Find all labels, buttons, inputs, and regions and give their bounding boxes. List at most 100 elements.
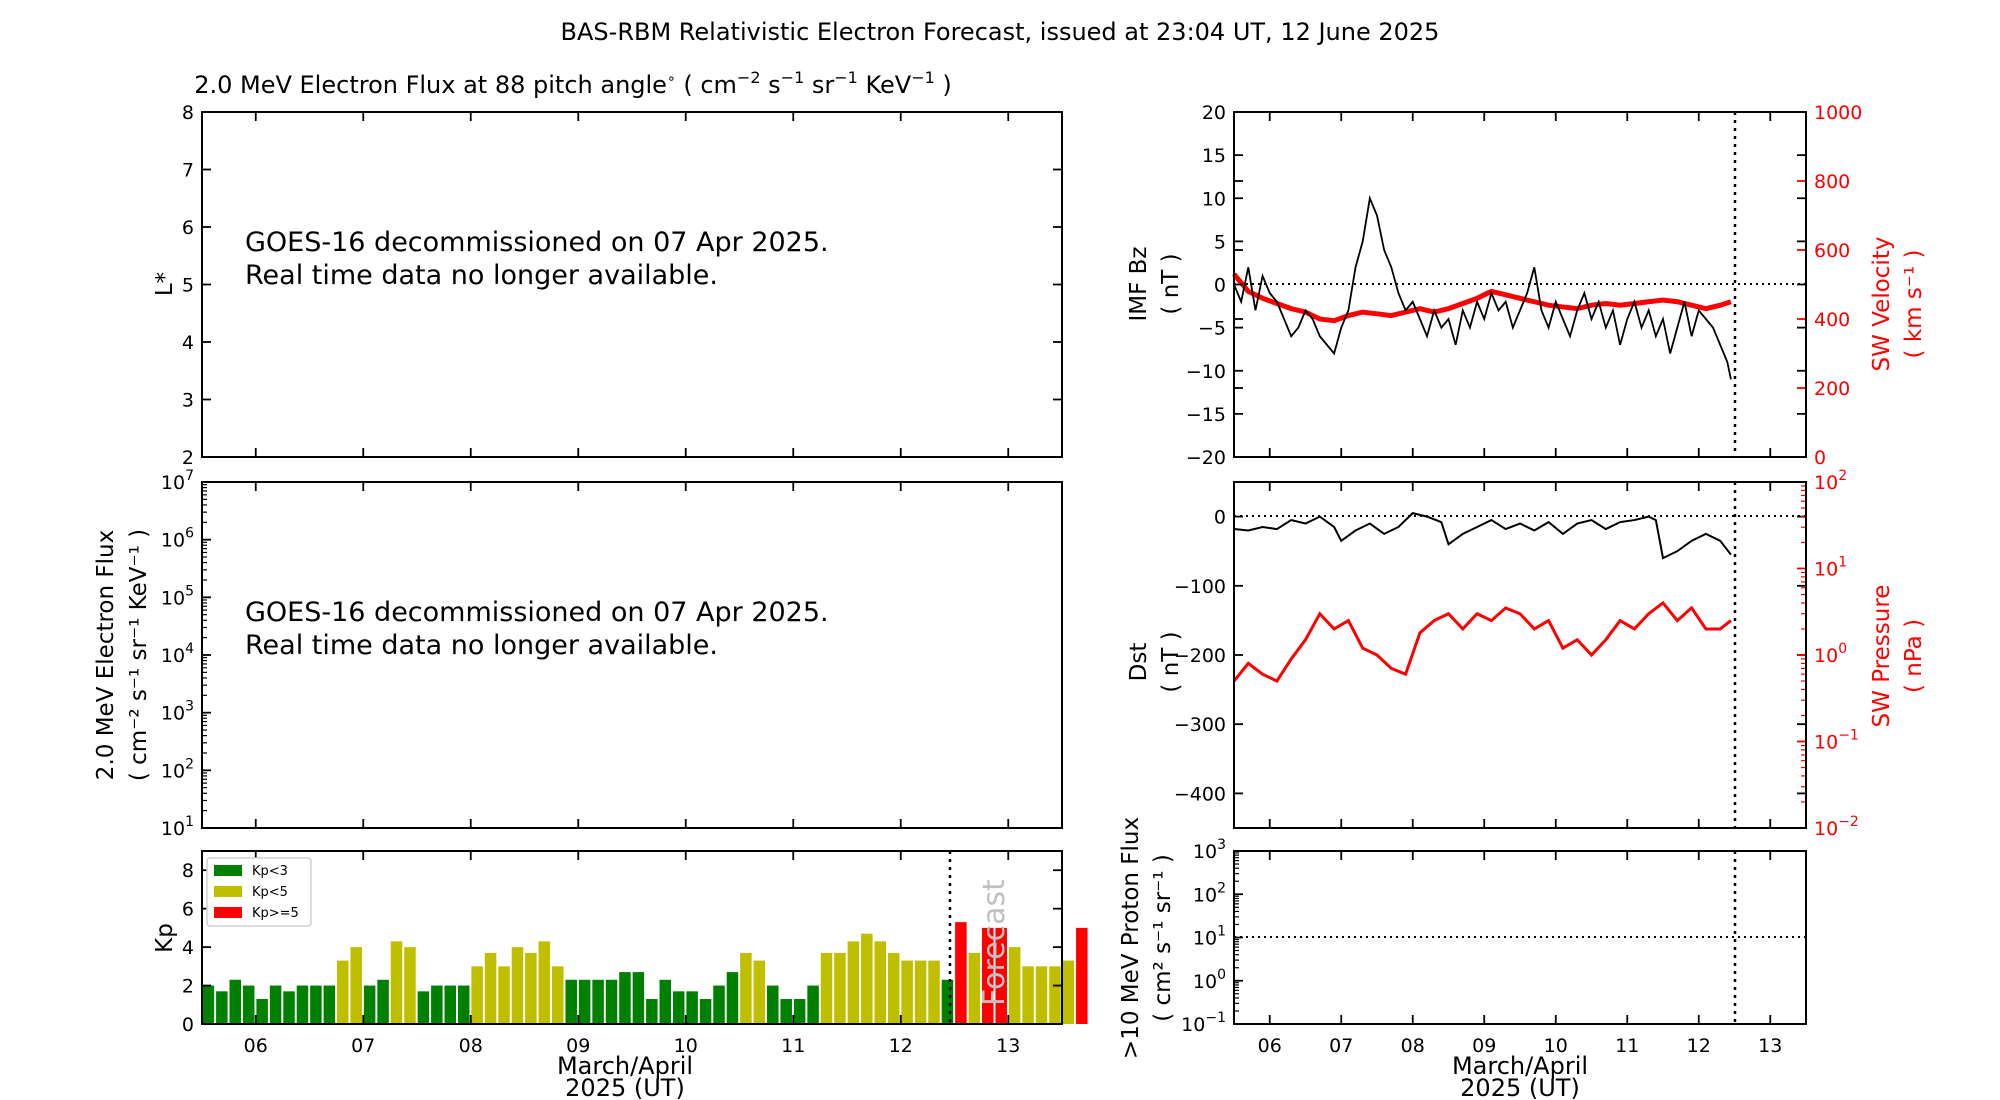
kp-plot-frame: [201, 850, 1063, 1025]
imf-ytick-label: 20: [1202, 102, 1226, 124]
imf-ylabel-line1: IMF Bz: [1126, 246, 1152, 321]
dst-pressure-ytick-label: 10−1: [1814, 728, 1859, 754]
lstar-ytick-label: 4: [182, 332, 194, 354]
flux-ylabel-line1: 2.0 MeV Electron Flux: [93, 530, 119, 780]
flux-panel: 101 102 103 104 105 106 107 2.0 MeV Electron F…: [93, 468, 1063, 840]
lstar-panel: 2.0 MeV Electron Flux at 88 pitch angle∘…: [152, 68, 1063, 469]
kp-bar: [404, 947, 416, 1024]
kp-bar: [390, 941, 403, 1024]
flux-ytick-label: 105: [161, 583, 194, 609]
flux-axis: 101 102 103 104 105 106 107: [161, 468, 1010, 840]
kp-bar: [780, 999, 792, 1024]
kp-bar: [807, 985, 819, 1024]
kp-bar: [202, 985, 215, 1024]
proton-xtick-label: 11: [1615, 1035, 1639, 1057]
imf-y2label-line2: ( km s⁻¹ ): [1901, 250, 1927, 359]
kp-bar: [511, 947, 524, 1024]
flux-notice-line2: Real time data no longer available.: [245, 630, 718, 661]
kp-ytick-label: 0: [182, 1014, 194, 1036]
imf-ytick-label: −20: [1186, 447, 1226, 469]
kp-bar: [968, 952, 981, 1024]
kp-bar: [659, 979, 672, 1024]
lstar-ytick-label: 6: [182, 217, 194, 239]
kp-bar: [363, 985, 376, 1024]
kp-bar: [498, 966, 510, 1024]
kp-bar: [847, 941, 860, 1024]
dst-ylabel-line2: ( nT ): [1158, 631, 1184, 692]
proton-xtick-label: 09: [1472, 1035, 1496, 1057]
kp-bar: [431, 985, 443, 1024]
dst-panel: −400 −300 −200 −100 0 10−2 10−1 100 101 102 Dst (…: [1126, 468, 1927, 840]
lstar-notice-line2: Real time data no longer available.: [245, 260, 718, 291]
kp-bar: [310, 985, 322, 1024]
lstar-notice-line1: GOES-16 decommissioned on 07 Apr 2025.: [245, 227, 829, 258]
kp-xtick-label: 07: [351, 1035, 375, 1057]
lstar-ylabel: L*: [152, 272, 178, 296]
kp-bar: [619, 972, 631, 1024]
dst-ylabel-line1: Dst: [1126, 643, 1152, 682]
left-xaxis-label-line1: March/April: [557, 1052, 693, 1080]
kp-forecast-label: Forecast: [977, 879, 1012, 1006]
kp-xtick-label: 09: [566, 1035, 590, 1057]
kp-ylabel: Kp: [152, 923, 178, 953]
kp-bar: [740, 952, 752, 1024]
proton-xtick-label: 06: [1258, 1035, 1282, 1057]
dst-y2label-line2: ( nPa ): [1901, 619, 1927, 693]
kp-bar: [646, 999, 658, 1024]
imf-ytick-label: 5: [1214, 231, 1226, 253]
imf-bz-series: [1233, 194, 1732, 380]
kp-bar: [874, 941, 887, 1024]
kp-bar: [753, 960, 766, 1024]
kp-bar: [901, 960, 913, 1024]
kp-bar: [525, 952, 537, 1024]
kp-bar: [256, 999, 268, 1024]
kp-legend-label-1: Kp<3: [252, 864, 288, 879]
lstar-ytick-label: 7: [182, 160, 194, 182]
kp-bar: [457, 985, 470, 1024]
kp-bar: [1008, 947, 1021, 1024]
kp-bar: [269, 985, 282, 1024]
imf-velocity-ytick-label: 1000: [1814, 102, 1862, 124]
kp-xtick-label: 11: [781, 1035, 805, 1057]
proton-xtick-label: 07: [1329, 1035, 1353, 1057]
proton-panel: 10−1 100 101 102 103 06 07 08 09 10 11 12 13 >10 MeV…: [1118, 817, 1807, 1100]
kp-bar: [296, 985, 309, 1024]
imf-ytick-label: 15: [1202, 145, 1226, 167]
kp-bar: [350, 947, 362, 1024]
proton-xtick-label: 08: [1401, 1035, 1425, 1057]
kp-legend-swatch-red: [214, 907, 242, 918]
kp-bar: [686, 991, 698, 1024]
lstar-ytick-label: 3: [182, 390, 194, 412]
proton-ytick-label: 103: [1193, 837, 1226, 863]
imf-ytick-label: −15: [1186, 404, 1226, 426]
proton-xtick-label: 12: [1687, 1035, 1711, 1057]
kp-bar: [444, 985, 457, 1024]
kp-bar: [887, 952, 900, 1024]
kp-legend: Kp<3 Kp<5 Kp>=5: [206, 857, 312, 927]
kp-xtick-label: 10: [674, 1035, 698, 1057]
imf-velocity-ytick-label: 800: [1814, 171, 1850, 193]
proton-plot-frame: [1233, 850, 1807, 1025]
kp-bar: [982, 927, 994, 1024]
kp-bar: [538, 941, 551, 1024]
kp-bar: [229, 979, 242, 1024]
flux-ytick-label: 107: [161, 468, 194, 494]
kp-bar: [672, 991, 685, 1024]
flux-ytick-label: 104: [161, 641, 194, 667]
right-xaxis-label-line1: March/April: [1452, 1052, 1588, 1080]
kp-bar: [242, 985, 255, 1024]
kp-legend-label-2: Kp<5: [252, 885, 288, 900]
dst-pressure-ytick-label: 100: [1814, 641, 1847, 667]
proton-ylabel-line1: >10 MeV Proton Flux: [1118, 817, 1144, 1059]
flux-ytick-label: 101: [161, 814, 194, 840]
kp-bar: [578, 979, 591, 1024]
proton-ytick-label: 10−1: [1181, 1010, 1226, 1036]
kp-bar: [820, 952, 833, 1024]
imf-velocity-series: [1232, 272, 1732, 324]
kp-bar: [914, 960, 927, 1024]
kp-axis: 0 2 4 6 8 06 07 08 09 10 11 12 13: [182, 851, 1062, 1057]
dst-ytick-label: 0: [1214, 507, 1226, 529]
lstar-title: 2.0 MeV Electron Flux at 88 pitch angle∘…: [194, 68, 952, 99]
imf-plot-frame: [1233, 111, 1807, 458]
